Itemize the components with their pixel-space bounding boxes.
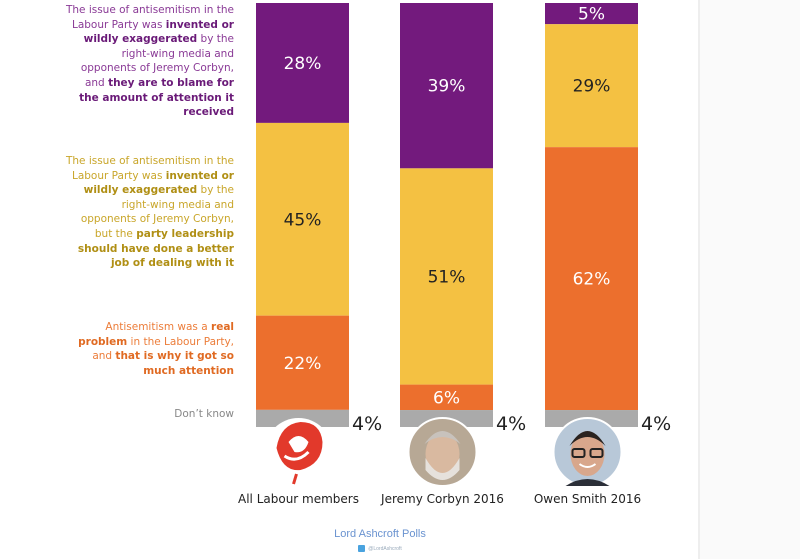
data-label: 29% (573, 77, 611, 97)
legend-text: Antisemitism was a (105, 321, 212, 333)
data-label-dont-know: 4% (352, 413, 382, 435)
bar-segment (256, 122, 349, 316)
bar-segment (400, 384, 493, 411)
footer-title: Lord Ashcroft Polls (334, 528, 426, 540)
legend-emphasis: real problem (78, 321, 234, 348)
bar-segment (256, 3, 349, 123)
legend-emphasis: invented or wildly exaggerated (83, 18, 234, 46)
twitter-icon (358, 545, 366, 552)
side-panel (698, 0, 800, 559)
stacked-bar-chart: 28% 45% 22% 4% All Labour members 39% 51% 6% 4% J… (238, 3, 671, 506)
footer-handle: @LordAshcroft (300, 545, 460, 552)
bar-segment (400, 3, 493, 169)
legend-entry-blame-media: The issue of antisemitism in the Labour … (64, 3, 234, 120)
data-label: 5% (578, 5, 605, 25)
legend-text: by the right-wing media and opponents of… (80, 184, 234, 240)
data-label-dont-know: 4% (641, 413, 671, 435)
bar-stack: 5% 29% 62% 4% (545, 3, 671, 435)
legend-entry-real-problem: Antisemitism was a real problem in the L… (64, 320, 234, 378)
data-label-dont-know: 4% (496, 413, 526, 435)
category-label: Owen Smith 2016 (534, 492, 641, 506)
labour-rose-logo-icon (264, 418, 333, 486)
jeremy-corbyn-photo (407, 417, 478, 487)
data-label: 39% (428, 77, 466, 97)
bar-stack: 28% 45% 22% 4% (256, 3, 382, 435)
legend-emphasis: they are to blame for the amount of atte… (79, 76, 234, 119)
legend-text: The issue of antisemitism in the Labour … (65, 155, 234, 182)
data-label: 62% (573, 270, 611, 290)
data-label: 51% (428, 267, 466, 287)
bar-segment (400, 168, 493, 385)
legend-entry-leadership-should-do-better: The issue of antisemitism in the Labour … (64, 154, 234, 271)
legend-entry-dont-know: Don’t know (64, 407, 234, 422)
twitter-handle: @LordAshcroft (368, 545, 402, 552)
legend-emphasis: invented or wildly exaggerated (83, 169, 234, 197)
legend-text: Don’t know (174, 408, 234, 420)
bar-segment (545, 24, 638, 148)
legend-text: The issue of antisemitism in the Labour … (65, 4, 234, 31)
data-label: 22% (284, 354, 322, 374)
owen-smith-photo (552, 417, 623, 487)
bar-stack: 39% 51% 6% 4% (400, 3, 526, 435)
data-label: 6% (433, 388, 460, 408)
data-label: 28% (284, 54, 322, 74)
legend-emphasis: that is why it got so much attention (115, 350, 234, 377)
bar-segment (545, 147, 638, 411)
category-label: All Labour members (238, 492, 359, 506)
data-label: 45% (284, 210, 322, 230)
category-label: Jeremy Corbyn 2016 (380, 492, 504, 506)
legend-text: in the Labour Party, and (92, 335, 234, 363)
legend-emphasis: party leadership should have done a bett… (77, 227, 234, 270)
bar-segment (545, 3, 638, 25)
legend-text: by the right-wing media and opponents of… (80, 33, 234, 89)
bar-segment (256, 315, 349, 410)
